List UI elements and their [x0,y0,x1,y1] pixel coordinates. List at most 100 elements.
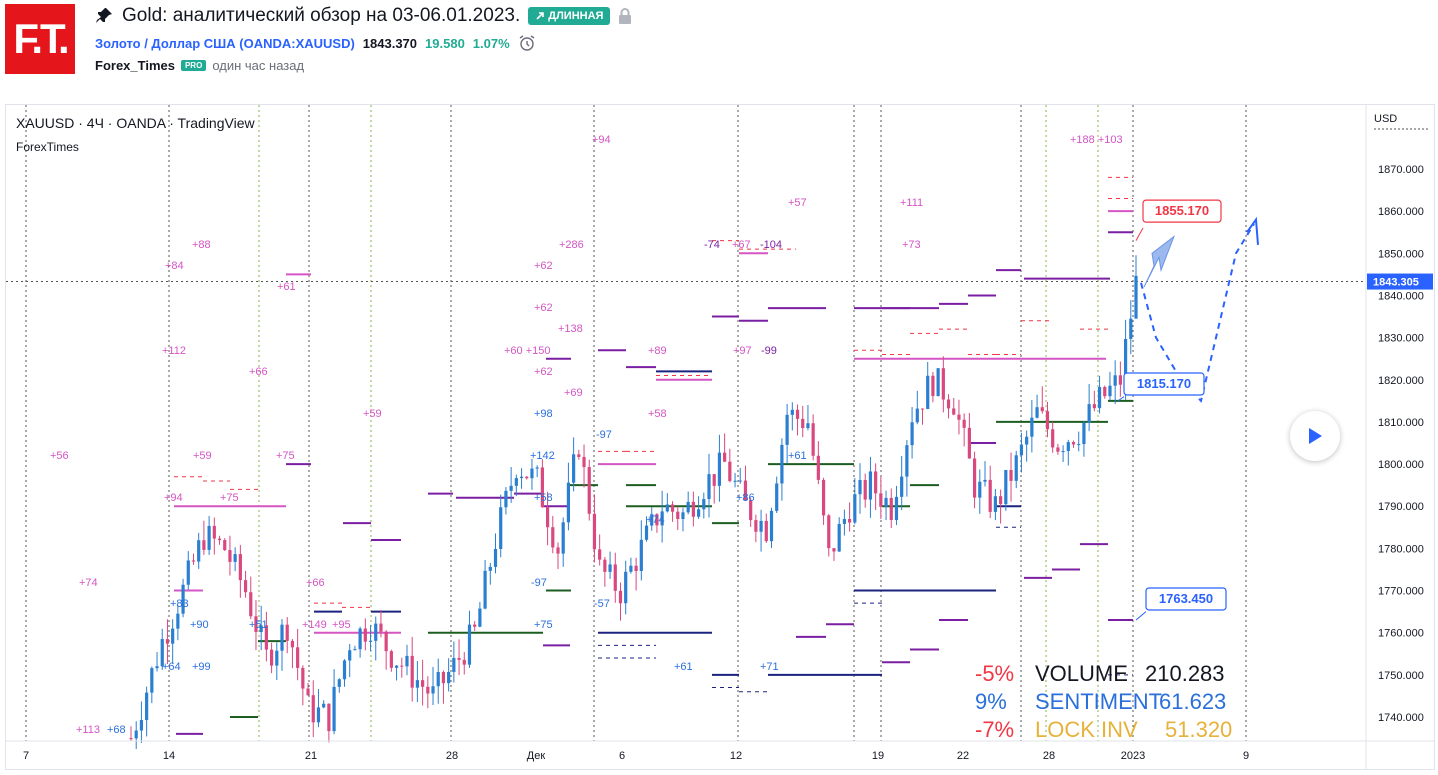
candle-body [301,667,305,689]
chart-annotation: +73 [902,239,921,251]
y-tick-label: 1790.000 [1378,501,1424,513]
candle-body [249,592,253,617]
candle-body [405,655,409,667]
y-tick-label: 1860.000 [1378,206,1424,218]
chart-annotation: +57 [788,197,807,209]
candle-body [374,623,378,641]
candle-body [1087,404,1091,423]
candle-body [733,480,737,482]
price-label-text: 1855.170 [1155,203,1209,218]
candle-body [150,668,154,693]
x-tick-label: 2023 [1121,750,1145,762]
candle-body [936,368,940,397]
candle-body [269,649,274,666]
alarm-clock-icon[interactable] [518,34,536,52]
idea-title-text: Gold: аналитический обзор на 03-06.01.20… [122,5,521,26]
price-label-pointer [1135,611,1147,621]
chart-annotation: +142 [530,450,555,462]
candle-body [566,482,571,523]
candle-body [915,408,919,423]
pin-icon [96,8,112,23]
chart-annotation: +58 [648,408,667,420]
candle-body [129,738,133,740]
chart-annotation: +90 [190,619,209,631]
candle-body [389,651,393,668]
candle-body [1092,404,1096,409]
candle-body [712,474,716,486]
candle-body [978,481,982,498]
candle-body [832,548,836,552]
sentiment-value: 61.623 [1159,689,1227,714]
candle-body [655,514,659,526]
chart-title: XAUUSD · 4Ч · OANDA · TradingView [16,115,255,131]
author-name[interactable]: Forex_Times [95,58,175,73]
chart-annotation: +95 [332,619,351,631]
candle-body [681,512,685,519]
candle-body [368,640,373,642]
logo-text: F.T. [13,15,69,62]
candle-body [478,608,482,627]
candle-body [905,445,909,477]
chart-annotation: -57 [594,598,610,610]
candle-body [639,539,643,572]
candle-body [920,408,925,410]
stats-row-lockinv: -7% LOCK INV 51.320 [975,716,1232,744]
candle-body [243,580,248,593]
candle-body [186,560,190,585]
candle-body [160,639,164,667]
chart-annotation: +75 [534,619,553,631]
symbol-link[interactable]: Золото / Доллар США (OANDA:XAUUSD) [95,36,355,51]
chart-annotation: +67 [732,239,751,251]
candle-body [467,624,472,665]
chart-annotation: +61 [277,281,296,293]
chart-annotation: +75 [276,450,295,462]
play-button[interactable] [1290,411,1340,461]
chart-annotation: +286 [559,239,584,251]
candle-body [462,659,466,665]
candle-body [452,657,456,672]
long-badge-label: ДЛИННАЯ [548,10,604,22]
chart-annotation: +94 [592,134,611,146]
symbol-price: 1843.370 [362,35,418,51]
chart-frame[interactable]: +94 +188 +103 +57 +111 +88 +286 -74 +67 -104 +73 +… [5,104,1435,770]
chart-annotation: +97 [733,345,752,357]
candle-body [1129,318,1133,339]
x-tick-label: 7 [23,750,29,762]
candle-body [1040,407,1044,412]
candle-body [264,625,268,650]
x-tick-label: 12 [730,750,742,762]
candle-body [556,547,560,554]
candle-body [1051,429,1055,448]
chart-annotation: +84 [165,260,184,272]
chart-annotation: +58 [534,492,553,504]
candle-body [1082,422,1086,445]
x-tick-label: 19 [872,750,884,762]
candle-body [1134,275,1138,319]
candle-body [499,507,503,549]
x-tick-label: 28 [1043,750,1055,762]
candle-body [1097,387,1102,409]
chart-annotation: -99 [761,345,777,357]
candle-body [394,665,399,668]
candle-body [723,452,727,462]
y-tick-label: 1840.000 [1378,290,1424,302]
candle-body [931,375,935,397]
candle-body [837,523,841,552]
lockinv-pct: -7% [975,717,1015,742]
price-chart[interactable]: +94 +188 +103 +57 +111 +88 +286 -74 +67 -104 +73 +… [6,105,1434,769]
candle-body [952,408,956,415]
forextimes-logo[interactable]: F.T. [5,4,75,74]
candle-body [1061,451,1065,453]
candle-body [1071,442,1076,445]
candle-body [665,504,669,512]
chart-candles [129,255,1138,750]
candle-body [363,628,367,642]
chart-annotation: +61 [788,450,807,462]
price-axis-currency: USD [1374,113,1397,125]
chart-annotation: +112 [162,345,186,357]
stats-row-sentiment: 9% SENTIMENT 61.623 [975,688,1232,716]
candle-body [728,461,732,482]
candle-body [238,554,242,581]
chart-annotation: +113 [76,724,100,736]
y-tick-label: 1820.000 [1378,375,1424,387]
